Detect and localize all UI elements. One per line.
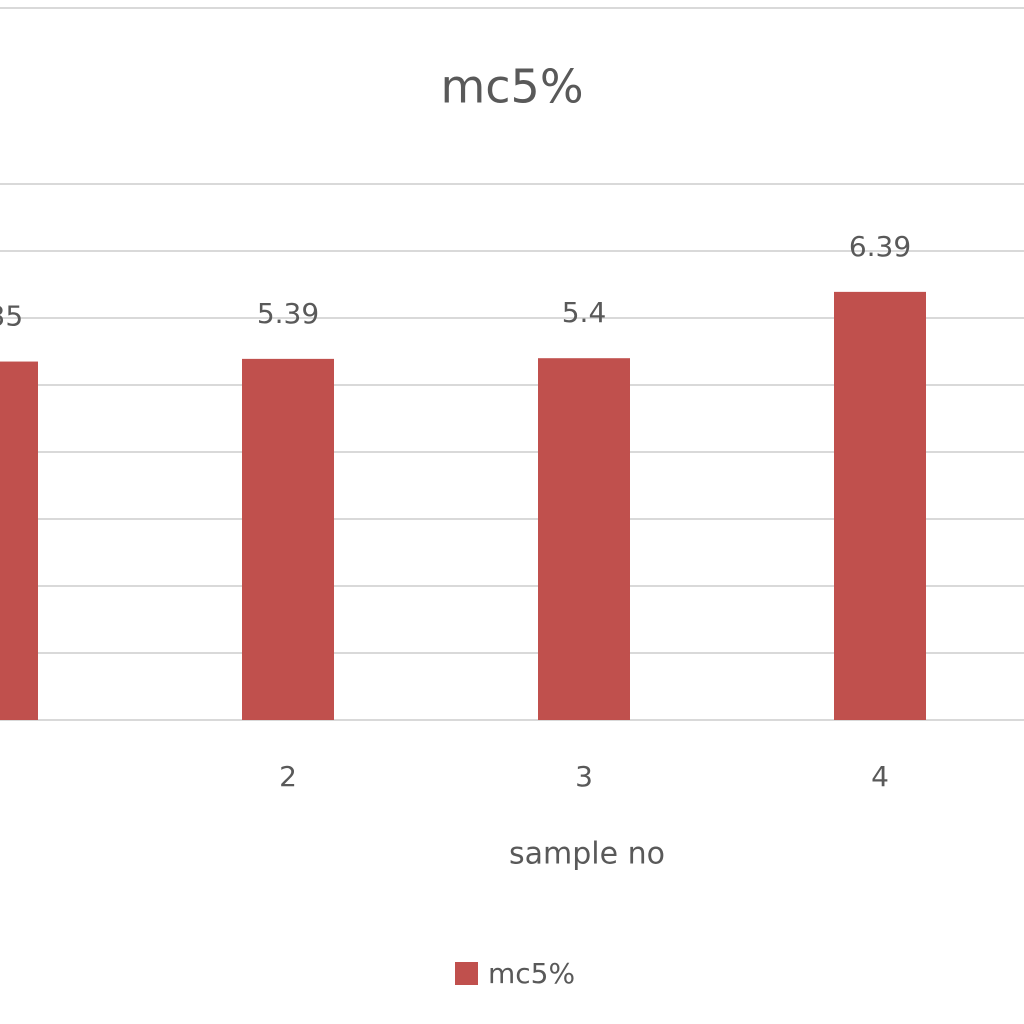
data-label: 5.4 [562, 296, 607, 329]
x-tick-label: 1 [0, 760, 1, 793]
x-axis-title: sample no [509, 837, 665, 872]
legend-swatch [455, 962, 478, 985]
x-tick-label: 3 [575, 760, 593, 793]
bar [834, 291, 926, 720]
bar [242, 358, 334, 720]
data-label: 6.39 [849, 230, 911, 263]
bar [538, 358, 630, 720]
x-tick-label: 4 [871, 760, 889, 793]
x-tick-label: 2 [279, 760, 297, 793]
data-label: 5.39 [257, 297, 319, 330]
bar [0, 361, 38, 720]
chart-title: mc5% [440, 60, 583, 114]
legend-label: mc5% [488, 957, 575, 990]
data-label: 5.35 [0, 300, 23, 333]
